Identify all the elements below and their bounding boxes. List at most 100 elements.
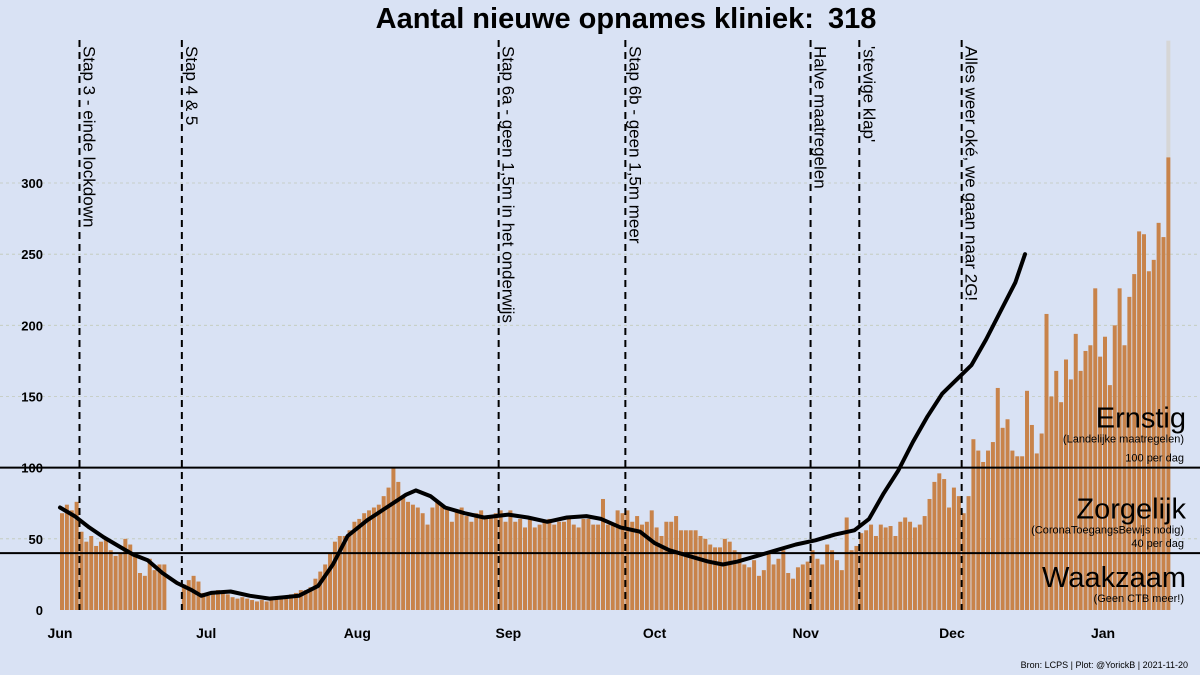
source-note: Bron: LCPS | Plot: @YorickB | 2021-11-20	[1021, 660, 1188, 670]
bar	[571, 524, 576, 610]
bar	[484, 518, 489, 610]
y-tick-label: 200	[21, 318, 43, 333]
bar	[508, 510, 513, 610]
bar	[371, 507, 376, 610]
bar	[410, 504, 415, 610]
x-tick-label: Sep	[496, 625, 522, 641]
bar	[951, 487, 956, 610]
bar	[664, 521, 669, 610]
thresholds: 100 per dag 40 per dag	[0, 453, 1200, 555]
bar	[937, 473, 942, 610]
bar	[206, 595, 211, 610]
bar	[898, 521, 903, 610]
bar	[659, 535, 664, 610]
bar	[449, 521, 454, 610]
bar	[654, 527, 659, 610]
bar	[834, 560, 839, 610]
bar	[89, 535, 94, 610]
bar	[1103, 336, 1107, 610]
bar	[469, 521, 474, 610]
bar	[635, 516, 640, 610]
events: Stap 3 - einde lockdown Stap 4 & 5 Stap 6a…	[78, 40, 981, 610]
bar	[1122, 345, 1127, 610]
axes: 0 50 100 150 200 250 300 Jun Jul Aug Sep Oct Nov Dec J…	[21, 176, 1115, 641]
trend-line	[58, 252, 1027, 601]
bar	[947, 507, 952, 610]
bar	[1132, 274, 1137, 610]
x-tick-label: Jun	[48, 625, 73, 641]
bar	[254, 601, 259, 610]
bar	[903, 517, 908, 610]
bar	[674, 516, 679, 610]
bar	[230, 597, 235, 610]
zone-name: Zorgelijk	[1076, 493, 1186, 525]
bar	[454, 510, 459, 610]
bar	[1093, 288, 1098, 610]
bar	[1156, 222, 1161, 610]
bar	[1005, 419, 1010, 610]
bar	[342, 535, 347, 610]
threshold-label: 100 per dag	[1125, 453, 1184, 465]
bar	[430, 507, 435, 610]
bar	[737, 553, 742, 610]
bar	[284, 595, 289, 610]
bar	[386, 487, 391, 610]
zone-name: Waakzaam	[1042, 562, 1186, 594]
bar	[844, 517, 849, 610]
bar	[981, 461, 986, 610]
bar	[532, 527, 537, 610]
x-tick-label: Jul	[196, 625, 216, 641]
bar	[639, 524, 644, 610]
bar	[630, 521, 635, 610]
bar	[498, 510, 503, 610]
bar	[235, 598, 240, 610]
zones: Ernstig(Landelijke maatregelen) Zorgelijk…	[1031, 402, 1186, 604]
bar	[752, 560, 757, 610]
bar	[771, 564, 776, 610]
bar	[576, 527, 581, 610]
bar	[542, 521, 547, 610]
event-label: Stap 3 - einde lockdown	[79, 46, 98, 227]
bar	[108, 550, 113, 610]
bar	[839, 570, 844, 610]
bar	[1078, 370, 1083, 610]
bar	[883, 527, 888, 610]
bar	[849, 550, 854, 610]
bar	[152, 570, 157, 610]
bar	[912, 527, 917, 610]
bar	[113, 555, 118, 610]
bar	[1054, 370, 1059, 610]
bar	[1044, 313, 1049, 610]
bar	[864, 530, 869, 610]
bar	[1029, 424, 1034, 610]
bar	[605, 524, 610, 610]
bar	[1151, 259, 1156, 610]
bar	[337, 535, 342, 610]
bar	[756, 575, 761, 610]
bar	[137, 572, 142, 610]
x-tick-label: Jan	[1091, 625, 1115, 641]
bar	[1059, 402, 1064, 610]
bar	[1137, 231, 1142, 611]
bar	[586, 518, 591, 610]
x-tick-label: Oct	[643, 625, 667, 641]
bar	[747, 567, 752, 610]
bar	[1107, 385, 1112, 610]
bar-pending	[1166, 40, 1171, 158]
bar	[990, 442, 995, 610]
bar	[1015, 456, 1020, 610]
bar	[927, 498, 932, 610]
bar	[732, 550, 737, 610]
bar	[1064, 359, 1069, 610]
bar	[537, 524, 542, 610]
bar	[264, 601, 269, 610]
bar	[157, 564, 162, 610]
bar	[186, 580, 191, 610]
bar	[1010, 450, 1015, 610]
bar	[459, 507, 464, 610]
bar	[503, 521, 508, 610]
bar	[722, 538, 727, 610]
bar	[250, 600, 255, 610]
